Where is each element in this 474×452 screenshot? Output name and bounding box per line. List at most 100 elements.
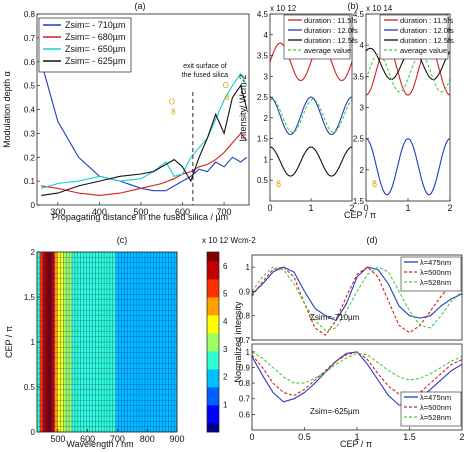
y-tick-label-d1: 0.9 bbox=[239, 363, 251, 372]
y-tick-label-a: 0.7 bbox=[24, 34, 36, 43]
y-tick-label-c: 1.5 bbox=[24, 293, 36, 302]
colorbar-segment bbox=[207, 387, 219, 391]
y-tick-label-b: 0.5 bbox=[257, 176, 269, 185]
colorbar-segment bbox=[207, 420, 219, 424]
point-marker-a-3: 8 bbox=[225, 93, 230, 102]
colorbar-segment bbox=[207, 375, 219, 379]
x-tick-label-b: 1 bbox=[308, 203, 313, 213]
colorbar-segment bbox=[207, 267, 219, 271]
colorbar-segment bbox=[207, 384, 219, 388]
x-tick-label-d: 1 bbox=[354, 432, 359, 442]
x-tick-label-d: 2 bbox=[459, 432, 464, 442]
colorbar-segment bbox=[207, 273, 219, 277]
series-line-d1-1 bbox=[251, 351, 463, 397]
colorbar-segment bbox=[207, 417, 219, 421]
panel-label-c: (c) bbox=[117, 235, 128, 245]
x-tick-label-d: 0.5 bbox=[298, 432, 311, 442]
y-tick-label-d0: 0.7 bbox=[239, 336, 251, 345]
y-tick-label-b: 2 bbox=[264, 114, 269, 123]
series-line-b2-3 bbox=[365, 53, 451, 93]
series-line-b-1 bbox=[269, 96, 353, 136]
series-line-d0-1 bbox=[251, 266, 463, 336]
x-tick-label-a: 700 bbox=[217, 207, 232, 217]
legend-entry-a-2: Zsim= - 650µm bbox=[65, 44, 125, 54]
series-line-b2-1 bbox=[365, 138, 451, 196]
colorbar-segment bbox=[207, 282, 219, 286]
annotation-exit-surface-1: exit surface of bbox=[183, 63, 227, 70]
legend-box-d0 bbox=[400, 256, 462, 292]
legend-entry-b2-2: duration : 12.5fs bbox=[400, 36, 454, 45]
legend-entry-b-0: duration : 11.5fs bbox=[304, 16, 357, 25]
colorbar-segment bbox=[207, 426, 219, 430]
y-tick-label-d0: 1 bbox=[246, 263, 251, 272]
colorbar-tick-label: 6 bbox=[223, 262, 228, 271]
y-tick-label-b: 3.5 bbox=[257, 52, 269, 61]
point-marker-a-2: O bbox=[223, 81, 229, 90]
colorbar-segment bbox=[207, 285, 219, 289]
y-tick-label-c: 0.5 bbox=[24, 383, 36, 392]
colorbar-segment bbox=[207, 330, 219, 334]
legend-entry-a-0: Zsim= - 710µm bbox=[65, 20, 125, 30]
y-tick-label-d0: 0.9 bbox=[239, 287, 251, 296]
colorbar-tick-label: 3 bbox=[223, 345, 228, 354]
colorbar-segment bbox=[207, 294, 219, 298]
series-line-a-0 bbox=[40, 61, 248, 192]
colorbar-segment bbox=[207, 423, 219, 427]
point-marker-b: 8 bbox=[276, 179, 281, 189]
x-axis-label-d: CEP / π bbox=[340, 439, 372, 449]
y-tick-label-a: 0.6 bbox=[24, 58, 36, 67]
colorbar-segment bbox=[207, 288, 219, 292]
y-tick-label-d1: 0.8 bbox=[239, 379, 251, 388]
x-axis-label-a: Propagating distance in the fused silica… bbox=[52, 212, 228, 222]
colorbar-segment bbox=[207, 342, 219, 346]
x-axis-label-c: Wavelength / nm bbox=[66, 439, 133, 449]
colorbar-segment bbox=[207, 300, 219, 304]
y-tick-label-d1: 0.7 bbox=[239, 395, 251, 404]
y-tick-label-a: 0.5 bbox=[24, 82, 36, 91]
x-tick-label-b2: 0 bbox=[363, 203, 368, 213]
y-axis-label-a: Modulation depth α bbox=[2, 71, 12, 148]
x-tick-label-b: 2 bbox=[349, 203, 354, 213]
legend-entry-b2-0: duration : 11.5fs bbox=[400, 16, 453, 25]
y-tick-label-a: 0.1 bbox=[24, 177, 36, 186]
y-tick-label-d0: 0.8 bbox=[239, 312, 251, 321]
y-tick-label-b: 4.5 bbox=[257, 10, 269, 19]
y-tick-label-c: 1 bbox=[31, 338, 36, 347]
y-tick-label-a: 0.3 bbox=[24, 129, 36, 138]
colorbar-segment bbox=[207, 363, 219, 367]
colorbar-tick-label: 2 bbox=[223, 373, 228, 382]
colorbar-segment bbox=[207, 414, 219, 418]
y-axis-label-d: Normalized intensity bbox=[233, 301, 243, 383]
y-tick-label-b2: 3 bbox=[360, 104, 365, 113]
colorbar-segment bbox=[207, 297, 219, 301]
x-tick-label-b2: 2 bbox=[447, 203, 452, 213]
colorbar-segment bbox=[207, 321, 219, 325]
colorbar-segment bbox=[207, 318, 219, 322]
colorbar-segment bbox=[207, 252, 219, 256]
legend-box-a bbox=[38, 17, 132, 73]
y-tick-label-b2: 4 bbox=[360, 41, 365, 50]
series-line-a-1 bbox=[41, 132, 248, 196]
colorbar-segment bbox=[207, 336, 219, 340]
legend-entry-d0-0: λ=475nm bbox=[420, 258, 451, 267]
x-tick-label-d: 1.5 bbox=[403, 432, 416, 442]
colorbar-segment bbox=[207, 411, 219, 415]
colorbar-segment bbox=[207, 390, 219, 394]
colorbar-tick-label: 4 bbox=[223, 317, 228, 326]
x-tick-label-a: 600 bbox=[175, 207, 190, 217]
annotation-d1: Zsim=-625µm bbox=[310, 407, 360, 416]
legend-entry-d1-1: λ=500nm bbox=[420, 403, 451, 412]
y-tick-label-a: 0 bbox=[31, 201, 36, 210]
x-tick-label-c: 700 bbox=[110, 434, 125, 444]
series-line-b-3 bbox=[269, 98, 353, 133]
x-tick-label-c: 600 bbox=[80, 434, 95, 444]
legend-entry-b2-3: average value bbox=[400, 46, 447, 55]
y-tick-label-b2: 4.5 bbox=[353, 10, 365, 19]
panel-label-d: (d) bbox=[367, 235, 378, 245]
colorbar-segment bbox=[207, 291, 219, 295]
series-line-a-2 bbox=[41, 72, 248, 189]
x-tick-label-d: 0 bbox=[249, 432, 254, 442]
y-tick-label-b: 1 bbox=[264, 155, 269, 164]
scale-label-b: x 10 12 bbox=[270, 4, 297, 13]
